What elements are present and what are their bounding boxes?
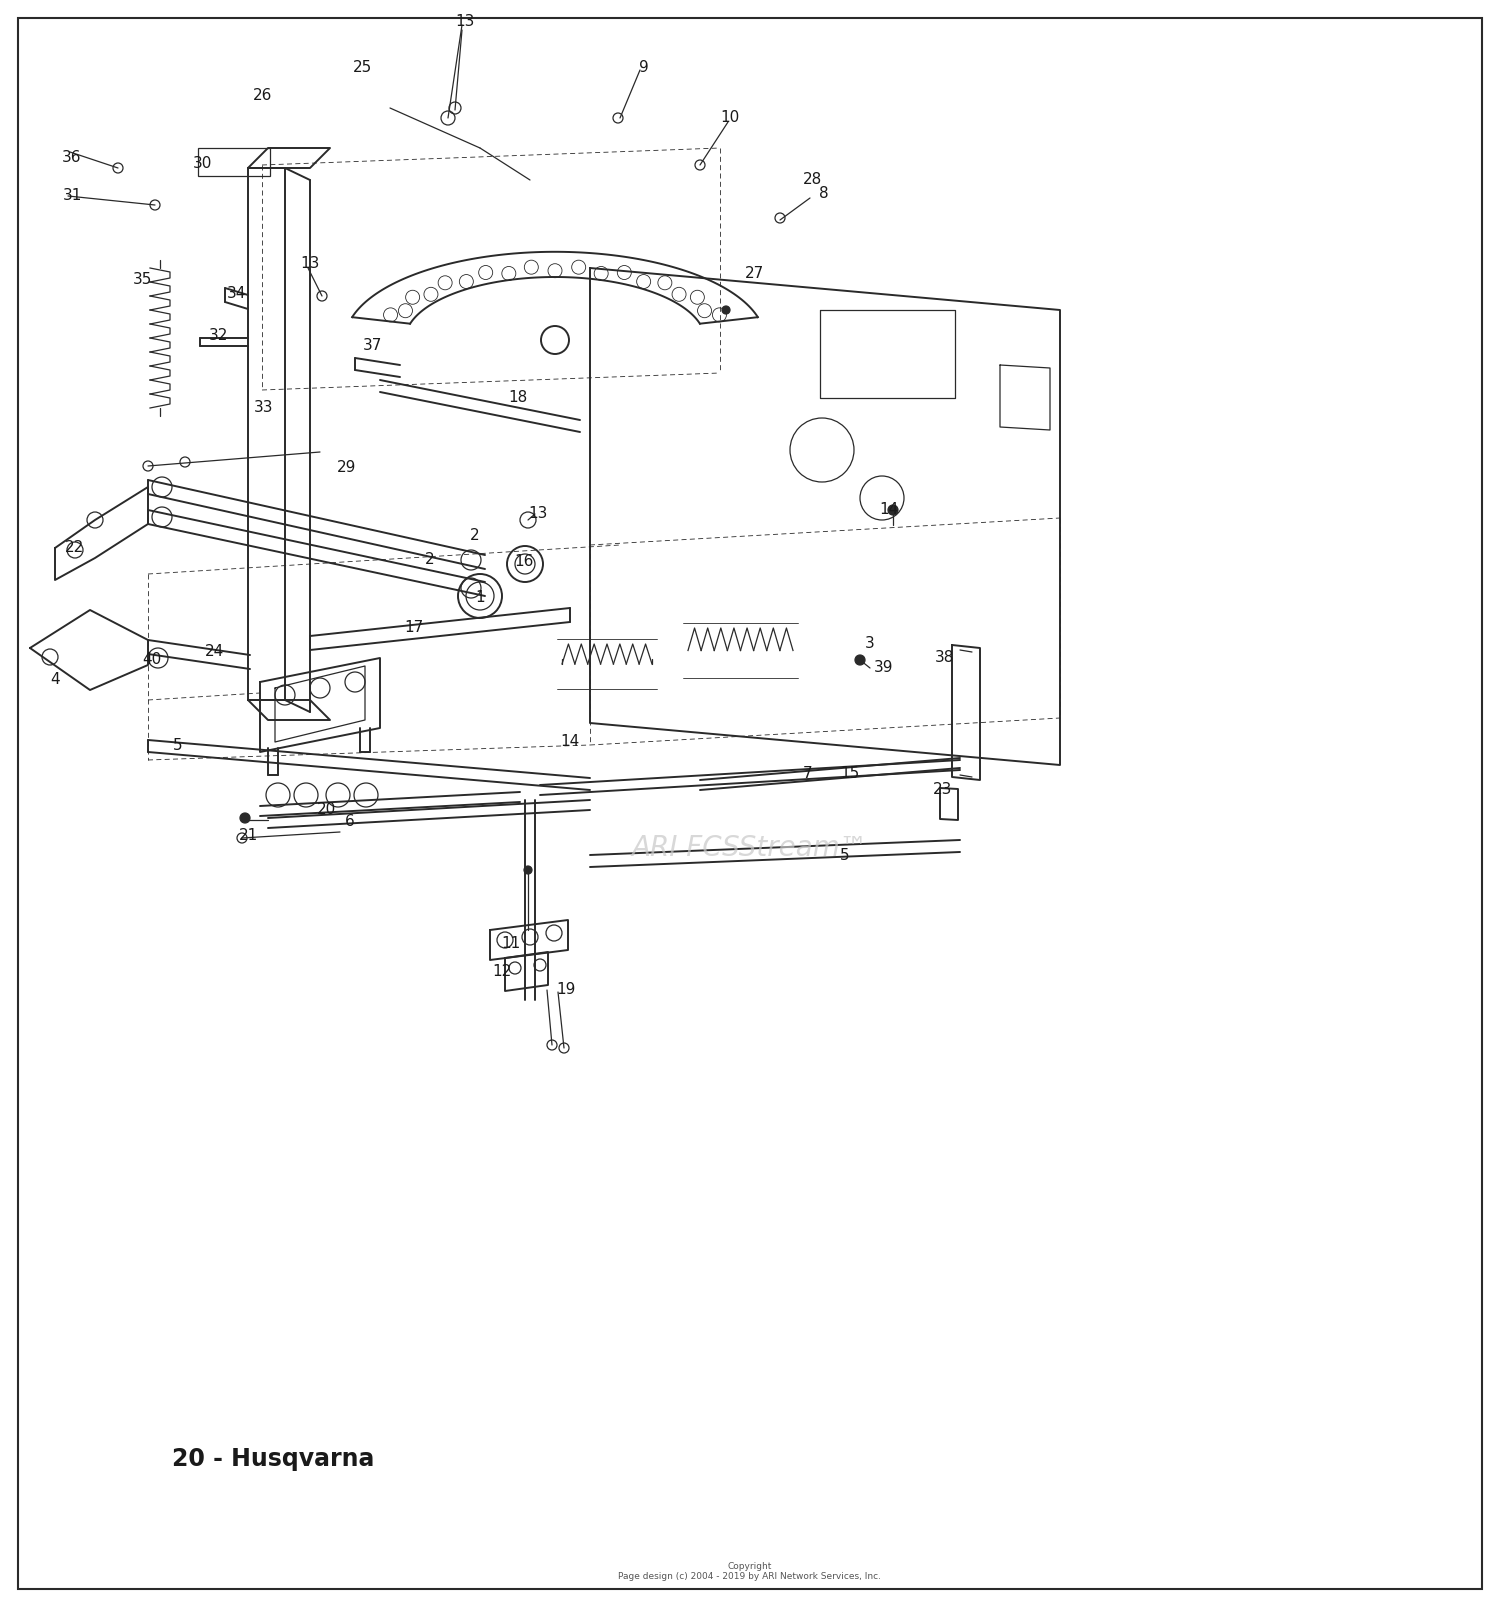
Text: Copyright
Page design (c) 2004 - 2019 by ARI Network Services, Inc.: Copyright Page design (c) 2004 - 2019 by… [618,1562,882,1581]
Text: 4: 4 [50,672,60,688]
Text: 15: 15 [840,765,860,781]
Text: 28: 28 [802,172,822,188]
Text: 2: 2 [424,553,435,567]
Text: 35: 35 [132,273,152,288]
Text: 13: 13 [456,14,474,29]
Text: 16: 16 [514,553,534,569]
Text: 25: 25 [352,61,372,76]
Text: 20: 20 [318,802,336,818]
Text: 21: 21 [238,829,258,844]
Text: 17: 17 [405,620,423,635]
Text: ARI FCSStream™: ARI FCSStream™ [632,834,868,863]
Text: 10: 10 [720,111,740,125]
Text: 13: 13 [300,257,320,272]
Text: 27: 27 [746,267,765,281]
Text: 24: 24 [204,643,224,659]
Text: 19: 19 [556,982,576,998]
Text: 36: 36 [62,151,81,166]
Text: 12: 12 [492,964,512,980]
Text: 30: 30 [192,156,211,172]
Text: 23: 23 [933,783,952,797]
Text: 29: 29 [338,460,357,474]
Text: 40: 40 [142,652,162,667]
Text: 37: 37 [363,339,382,354]
Text: 33: 33 [254,400,273,415]
Text: 11: 11 [501,937,520,951]
Circle shape [722,305,730,313]
Text: 13: 13 [528,506,548,522]
Text: 32: 32 [209,328,228,344]
Text: 26: 26 [254,88,273,103]
Text: 1: 1 [476,590,484,606]
Text: 6: 6 [345,815,355,829]
Text: 39: 39 [874,660,894,675]
Text: 38: 38 [934,651,954,665]
Text: 31: 31 [63,188,81,204]
Text: 5: 5 [172,738,183,752]
Text: 3: 3 [865,635,874,651]
Text: 14: 14 [879,503,898,517]
Text: 5: 5 [840,848,850,863]
Text: 14: 14 [561,733,579,749]
Text: 7: 7 [802,765,813,781]
Text: 9: 9 [639,61,650,76]
Circle shape [524,866,532,874]
Circle shape [888,505,898,514]
Text: 18: 18 [509,391,528,405]
Circle shape [240,813,250,823]
Text: 34: 34 [226,286,246,302]
Bar [198,148,270,177]
Text: 2: 2 [470,529,480,543]
Text: 8: 8 [819,186,830,201]
Circle shape [855,656,865,665]
Text: 20 - Husqvarna: 20 - Husqvarna [172,1448,375,1470]
Text: 22: 22 [64,540,84,556]
